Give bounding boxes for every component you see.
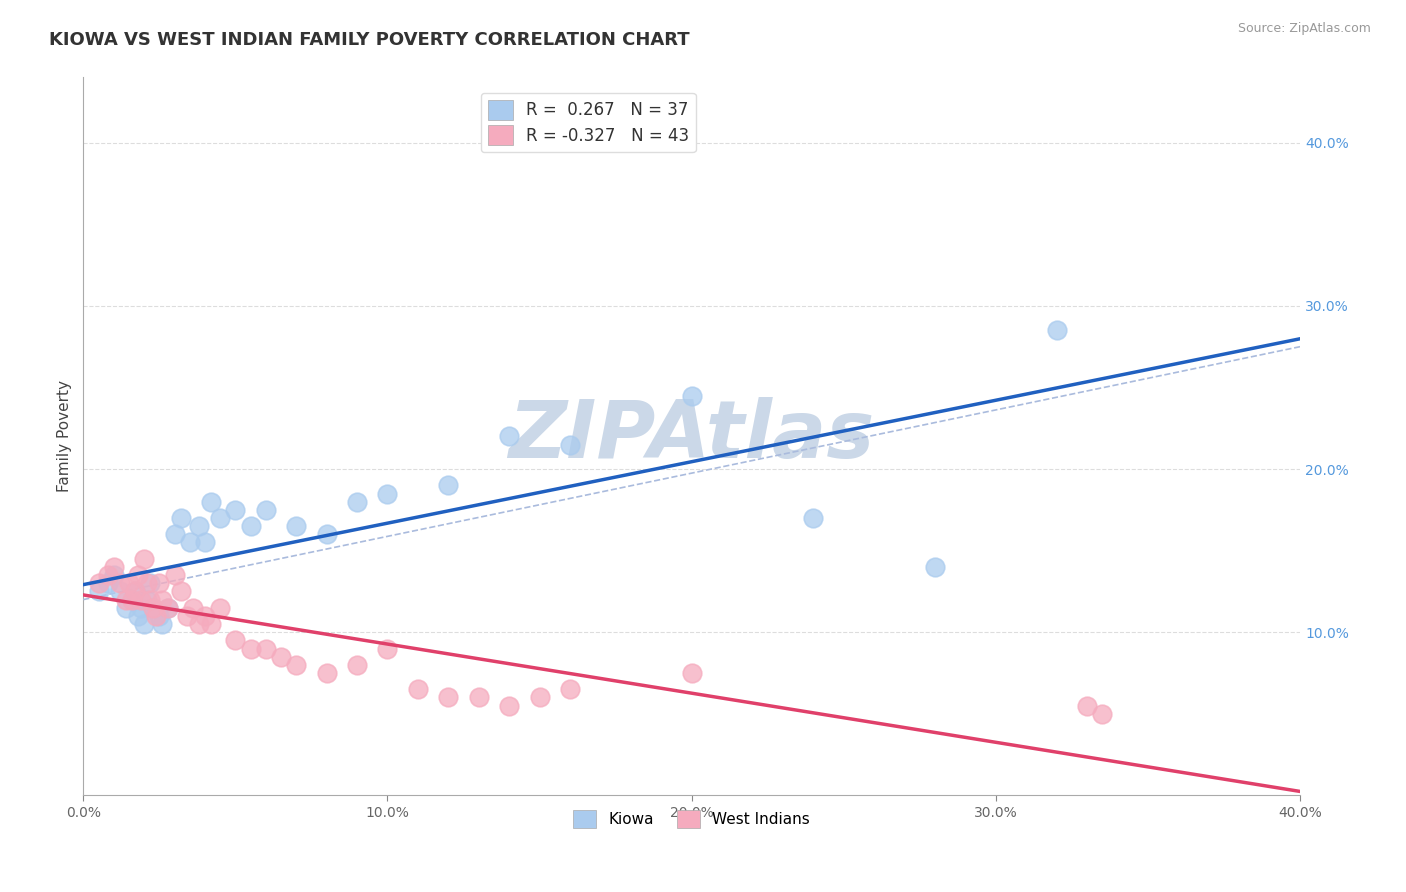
Point bbox=[150, 617, 173, 632]
Point bbox=[176, 608, 198, 623]
Point bbox=[179, 535, 201, 549]
Point bbox=[498, 429, 520, 443]
Point bbox=[315, 666, 337, 681]
Point bbox=[136, 592, 159, 607]
Point bbox=[87, 584, 110, 599]
Point bbox=[254, 641, 277, 656]
Point bbox=[124, 584, 146, 599]
Point bbox=[558, 682, 581, 697]
Point bbox=[801, 511, 824, 525]
Point bbox=[163, 527, 186, 541]
Point bbox=[136, 576, 159, 591]
Point bbox=[285, 657, 308, 672]
Point bbox=[558, 437, 581, 451]
Point bbox=[468, 690, 491, 705]
Point bbox=[124, 584, 146, 599]
Point bbox=[681, 389, 703, 403]
Point bbox=[1091, 706, 1114, 721]
Point bbox=[270, 649, 292, 664]
Legend: Kiowa, West Indians: Kiowa, West Indians bbox=[568, 804, 815, 834]
Point bbox=[129, 600, 152, 615]
Point bbox=[681, 666, 703, 681]
Point bbox=[150, 592, 173, 607]
Point bbox=[437, 690, 460, 705]
Point bbox=[406, 682, 429, 697]
Point bbox=[346, 657, 368, 672]
Point bbox=[239, 519, 262, 533]
Point bbox=[134, 617, 156, 632]
Point bbox=[224, 633, 246, 648]
Point bbox=[194, 535, 217, 549]
Text: Source: ZipAtlas.com: Source: ZipAtlas.com bbox=[1237, 22, 1371, 36]
Point bbox=[108, 576, 131, 591]
Point bbox=[127, 608, 149, 623]
Point bbox=[239, 641, 262, 656]
Point bbox=[115, 592, 138, 607]
Point bbox=[139, 592, 162, 607]
Point bbox=[346, 494, 368, 508]
Point bbox=[118, 576, 141, 591]
Point bbox=[209, 600, 232, 615]
Point bbox=[145, 608, 167, 623]
Point bbox=[377, 641, 399, 656]
Point bbox=[200, 494, 222, 508]
Point bbox=[437, 478, 460, 492]
Point bbox=[529, 690, 551, 705]
Point bbox=[200, 617, 222, 632]
Point bbox=[157, 600, 180, 615]
Point bbox=[157, 600, 180, 615]
Point bbox=[127, 568, 149, 582]
Point bbox=[103, 560, 125, 574]
Point bbox=[142, 600, 165, 615]
Point bbox=[187, 617, 209, 632]
Point bbox=[169, 584, 191, 599]
Point bbox=[187, 519, 209, 533]
Point bbox=[139, 576, 162, 591]
Point bbox=[498, 698, 520, 713]
Point bbox=[181, 600, 204, 615]
Point bbox=[97, 576, 120, 591]
Point bbox=[129, 592, 152, 607]
Point bbox=[142, 600, 165, 615]
Point bbox=[285, 519, 308, 533]
Point bbox=[134, 551, 156, 566]
Point bbox=[224, 503, 246, 517]
Point bbox=[148, 576, 170, 591]
Point bbox=[121, 592, 143, 607]
Point bbox=[169, 511, 191, 525]
Point bbox=[121, 592, 143, 607]
Point bbox=[1046, 323, 1069, 337]
Point bbox=[163, 568, 186, 582]
Point bbox=[377, 486, 399, 500]
Point bbox=[1076, 698, 1098, 713]
Point bbox=[194, 608, 217, 623]
Point bbox=[103, 568, 125, 582]
Point bbox=[924, 560, 946, 574]
Point bbox=[254, 503, 277, 517]
Point bbox=[148, 608, 170, 623]
Point bbox=[108, 584, 131, 599]
Point bbox=[87, 576, 110, 591]
Y-axis label: Family Poverty: Family Poverty bbox=[58, 380, 72, 492]
Text: KIOWA VS WEST INDIAN FAMILY POVERTY CORRELATION CHART: KIOWA VS WEST INDIAN FAMILY POVERTY CORR… bbox=[49, 31, 690, 49]
Point bbox=[97, 568, 120, 582]
Text: ZIPAtlas: ZIPAtlas bbox=[509, 398, 875, 475]
Point bbox=[115, 600, 138, 615]
Point bbox=[315, 527, 337, 541]
Point bbox=[209, 511, 232, 525]
